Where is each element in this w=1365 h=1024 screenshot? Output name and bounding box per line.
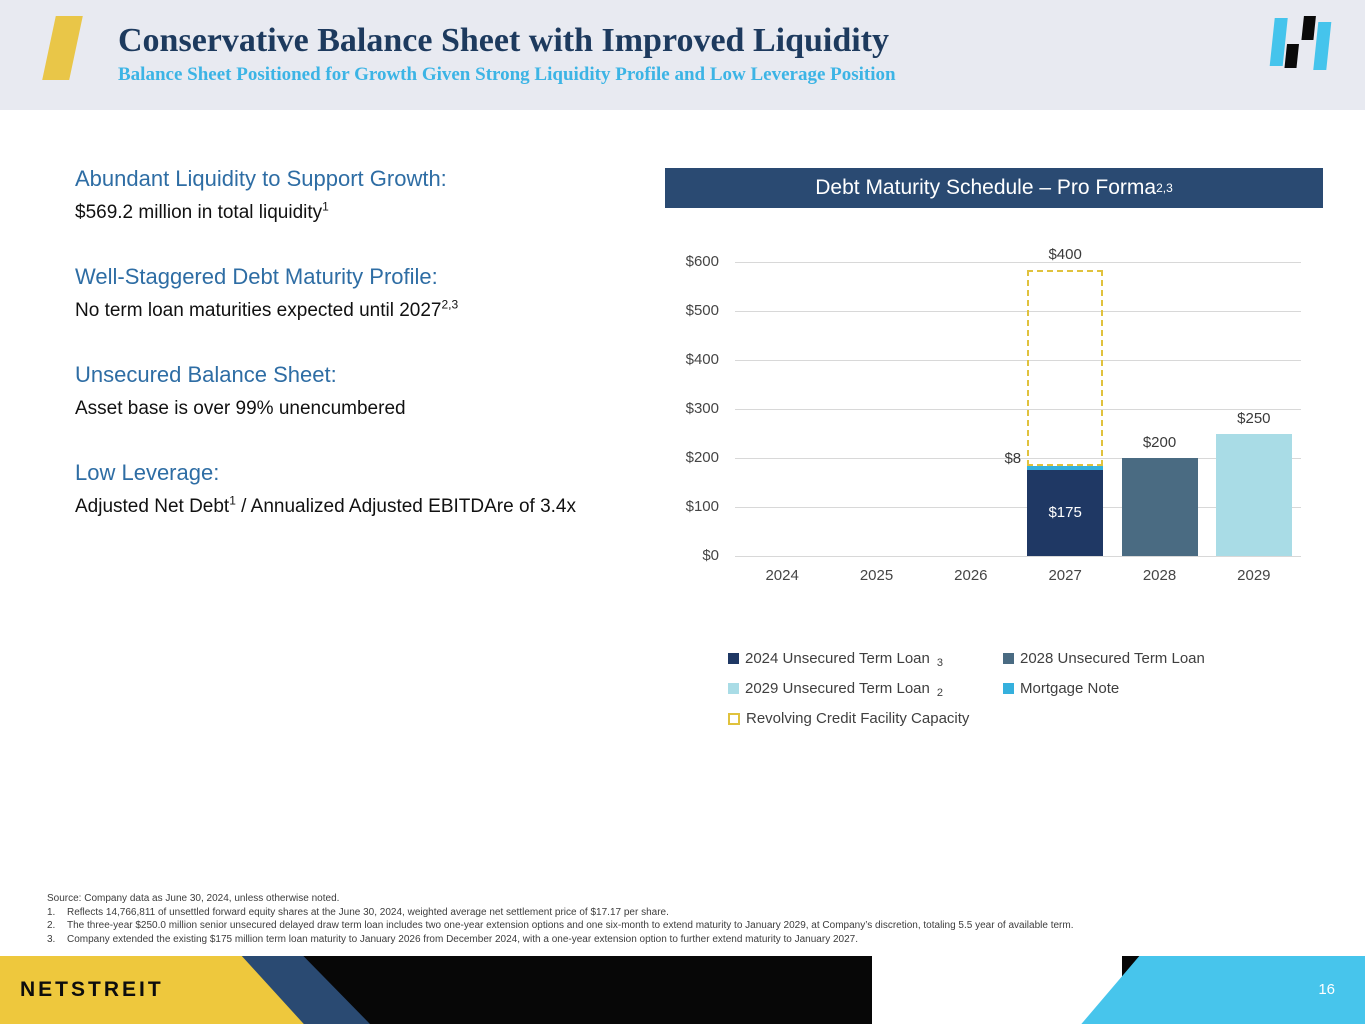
footnote-text: Reflects 14,766,811 of unsettled forward… xyxy=(67,906,669,918)
footnote: 3. Company extended the existing $175 mi… xyxy=(47,933,1327,947)
page-subtitle: Balance Sheet Positioned for Growth Give… xyxy=(118,64,896,85)
yellow-accent-icon xyxy=(42,16,83,80)
logo-bar xyxy=(1313,22,1332,70)
x-tick-label: 2027 xyxy=(1048,567,1082,584)
header-band: Conservative Balance Sheet with Improved… xyxy=(0,0,1365,110)
footnote-text: The three-year $250.0 million senior uns… xyxy=(67,920,1074,931)
legend-footnote-mark: 3 xyxy=(936,656,943,669)
bar-value-label: $175 xyxy=(1048,504,1082,522)
legend-item: Mortgage Note xyxy=(1003,680,1303,697)
legend-swatch-icon xyxy=(1003,683,1014,694)
legend-swatch-icon xyxy=(1003,653,1014,664)
legend-label: Revolving Credit Facility Capacity xyxy=(746,710,970,727)
x-tick-label: 2029 xyxy=(1237,567,1271,584)
footnote-mark: 1 xyxy=(322,199,329,214)
footnote-number: 2. xyxy=(47,920,56,931)
legend-item: Revolving Credit Facility Capacity xyxy=(728,710,1003,727)
bar-value-label: $250 xyxy=(1237,409,1271,427)
section-body: $569.2 million in total liquidity1 xyxy=(75,199,329,223)
section-unsecured: Unsecured Balance Sheet: Asset base is o… xyxy=(75,361,655,423)
chart-legend: 2024 Unsecured Term Loan 3 2028 Unsecured … xyxy=(728,650,1303,727)
legend-item: 2029 Unsecured Term Loan 2 xyxy=(728,680,1003,699)
footnote: 1. Reflects 14,766,811 of unsettled forw… xyxy=(47,906,1327,920)
footnote-text: Company extended the existing $175 milli… xyxy=(67,933,858,945)
gridline xyxy=(735,360,1301,361)
bar-segment xyxy=(1215,433,1292,556)
gridline xyxy=(735,556,1301,557)
x-tick-label: 2024 xyxy=(765,567,799,584)
gridline xyxy=(735,409,1301,410)
bar-segment xyxy=(1027,270,1104,467)
y-tick-label: $100 xyxy=(685,498,719,515)
y-tick-label: $600 xyxy=(685,253,719,270)
footer-band: NETSTREIT 16 xyxy=(0,956,1365,1024)
section-leverage: Low Leverage: Adjusted Net Debt1 / Annua… xyxy=(75,459,655,521)
legend-label: 2028 Unsecured Term Loan xyxy=(1020,650,1205,667)
bar-value-label: $200 xyxy=(1142,434,1177,451)
section-debt-maturity: Well-Staggered Debt Maturity Profile: No… xyxy=(75,263,655,325)
netstreit-logo-icon xyxy=(1269,14,1337,74)
footnote-mark: 1 xyxy=(229,493,236,508)
y-tick-label: $400 xyxy=(685,351,719,368)
page-number: 16 xyxy=(1318,981,1335,998)
footnotes: Source: Company data as June 30, 2024, u… xyxy=(47,892,1327,946)
debt-maturity-chart: Debt Maturity Schedule – Pro Forma 2,3 20… xyxy=(665,168,1323,728)
footnote-mark: 2,3 xyxy=(441,297,459,312)
bar-segment xyxy=(1027,470,1104,556)
legend-footnote-mark: 2 xyxy=(936,686,943,699)
chart-title: Debt Maturity Schedule – Pro Forma 2,3 xyxy=(665,168,1323,208)
bar-segment xyxy=(1121,458,1198,556)
y-tick-label: $500 xyxy=(685,302,719,319)
section-body: No term loan maturities expected until 2… xyxy=(75,297,459,321)
section-liquidity: Abundant Liquidity to Support Growth: $5… xyxy=(75,165,655,227)
bar-value-label: $8 xyxy=(1004,450,1022,468)
section-heading: Low Leverage: xyxy=(75,460,220,485)
section-heading: Abundant Liquidity to Support Growth: xyxy=(75,166,447,191)
legend-label: 2029 Unsecured Term Loan xyxy=(745,680,930,697)
footer-white-segment xyxy=(872,956,1122,1024)
x-tick-label: 2028 xyxy=(1142,567,1177,584)
legend-swatch-icon xyxy=(728,712,740,725)
footnote: 2. The three-year $250.0 million senior … xyxy=(47,919,1327,933)
section-heading: Unsecured Balance Sheet: xyxy=(75,362,337,387)
y-tick-label: $300 xyxy=(685,400,719,417)
bar-value-label: $400 xyxy=(1048,246,1082,264)
footnote-number: 1. xyxy=(47,906,56,918)
logo-bar xyxy=(1284,44,1299,68)
gridline xyxy=(735,458,1301,459)
bar-segment xyxy=(1027,466,1104,471)
section-heading: Well-Staggered Debt Maturity Profile: xyxy=(75,264,438,289)
gridline xyxy=(735,311,1301,312)
legend-label: Mortgage Note xyxy=(1020,680,1120,697)
legend-swatch-icon xyxy=(728,683,739,694)
page-title: Conservative Balance Sheet with Improved… xyxy=(118,22,890,59)
x-tick-label: 2025 xyxy=(859,567,894,584)
y-tick-label: $0 xyxy=(702,547,719,564)
legend-label: 2024 Unsecured Term Loan xyxy=(745,650,930,667)
brand-wordmark: NETSTREIT xyxy=(20,978,164,1001)
key-points-column: Abundant Liquidity to Support Growth: $5… xyxy=(75,165,655,557)
legend-item: 2024 Unsecured Term Loan 3 xyxy=(728,650,1003,669)
legend-item: 2028 Unsecured Term Loan xyxy=(1003,650,1303,667)
logo-bar xyxy=(1301,16,1316,40)
footnote-number: 3. xyxy=(47,933,56,945)
legend-swatch-icon xyxy=(728,653,739,664)
y-tick-label: $200 xyxy=(685,449,719,466)
gridline xyxy=(735,262,1301,263)
section-body: Asset base is over 99% unencumbered xyxy=(75,398,406,419)
section-body: Adjusted Net Debt1 / Annualized Adjusted… xyxy=(75,493,576,517)
source-note: Source: Company data as June 30, 2024, u… xyxy=(47,893,340,904)
chart-plot-area: 2024 Unsecured Term Loan 3 2028 Unsecured … xyxy=(665,220,1323,728)
gridline xyxy=(735,507,1301,508)
x-tick-label: 2026 xyxy=(954,567,988,584)
